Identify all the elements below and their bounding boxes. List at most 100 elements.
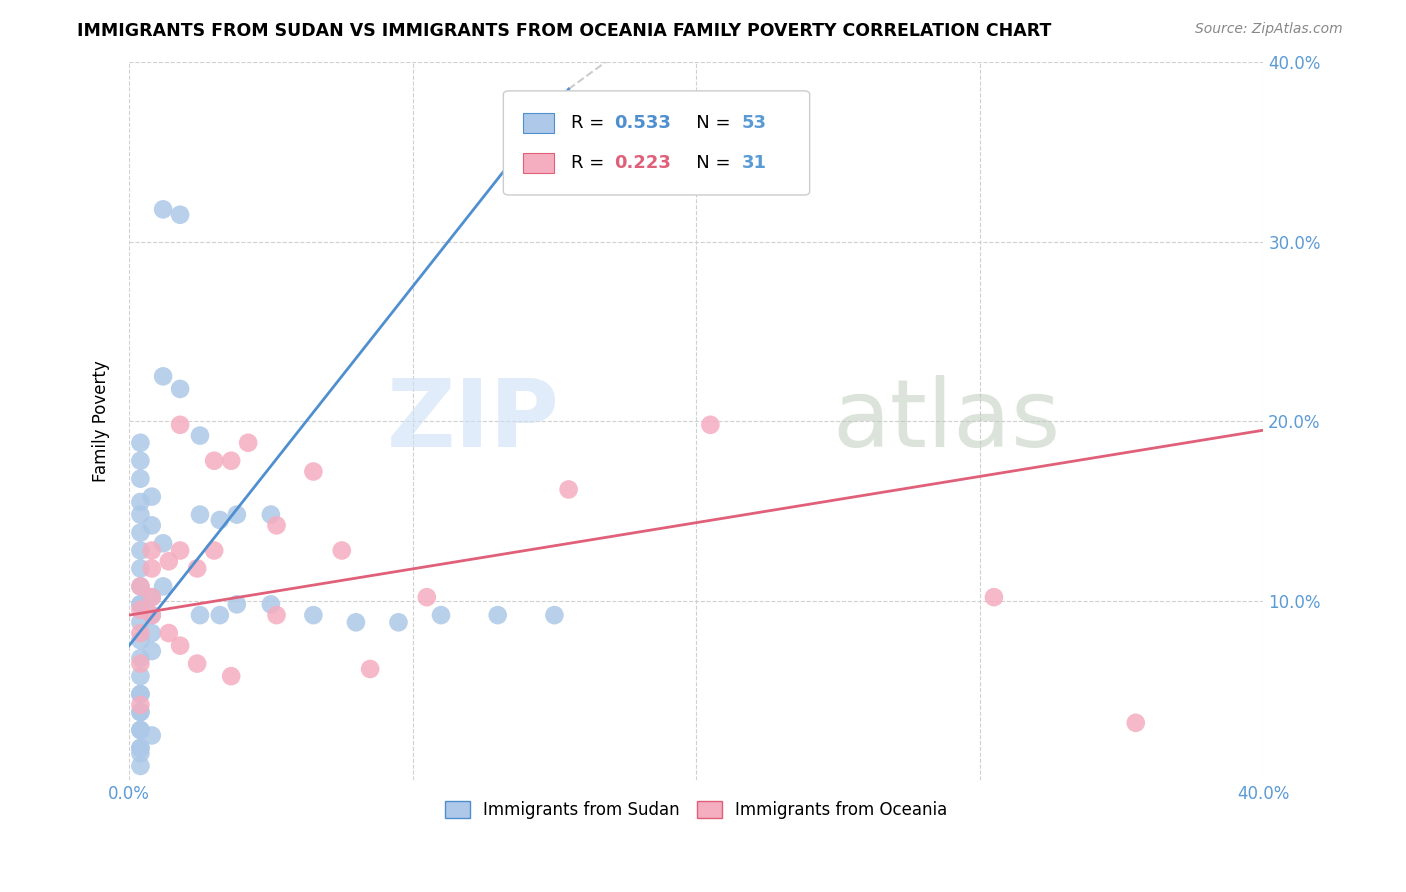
Point — [129, 454, 152, 468]
Point — [266, 518, 288, 533]
Point — [557, 483, 579, 497]
Point — [141, 608, 163, 623]
Point — [129, 698, 152, 712]
Point — [129, 495, 152, 509]
Point — [543, 608, 565, 623]
Point — [141, 644, 163, 658]
Point — [983, 590, 1005, 604]
Point — [699, 417, 721, 432]
Bar — [523, 153, 554, 173]
Point — [152, 202, 174, 217]
Point — [129, 687, 152, 701]
Point — [266, 608, 288, 623]
Point — [260, 598, 283, 612]
Point — [186, 657, 208, 671]
Point — [129, 472, 152, 486]
Text: Source: ZipAtlas.com: Source: ZipAtlas.com — [1195, 22, 1343, 37]
Bar — [523, 113, 554, 133]
Point — [1125, 715, 1147, 730]
Point — [188, 428, 211, 442]
Point — [129, 705, 152, 719]
Point — [188, 608, 211, 623]
Point — [129, 657, 152, 671]
Point — [141, 590, 163, 604]
Point — [129, 615, 152, 630]
Point — [359, 662, 381, 676]
Y-axis label: Family Poverty: Family Poverty — [93, 360, 110, 482]
Point — [219, 454, 242, 468]
Point — [129, 598, 152, 612]
Point — [129, 747, 152, 761]
Point — [129, 543, 152, 558]
Text: ZIP: ZIP — [387, 376, 560, 467]
Point — [260, 508, 283, 522]
Point — [225, 598, 247, 612]
Point — [238, 435, 260, 450]
Text: 31: 31 — [741, 153, 766, 171]
Point — [169, 417, 191, 432]
Point — [129, 705, 152, 719]
FancyBboxPatch shape — [503, 91, 810, 195]
Point — [225, 508, 247, 522]
Text: 0.533: 0.533 — [614, 114, 672, 132]
Point — [129, 435, 152, 450]
Point — [169, 208, 191, 222]
Point — [129, 759, 152, 773]
Point — [141, 518, 163, 533]
Point — [129, 669, 152, 683]
Text: atlas: atlas — [832, 376, 1060, 467]
Point — [157, 554, 180, 568]
Point — [208, 513, 231, 527]
Point — [302, 608, 325, 623]
Point — [129, 687, 152, 701]
Point — [129, 561, 152, 575]
Point — [387, 615, 409, 630]
Point — [208, 608, 231, 623]
Point — [129, 508, 152, 522]
Point — [141, 543, 163, 558]
Text: 53: 53 — [741, 114, 766, 132]
Legend: Immigrants from Sudan, Immigrants from Oceania: Immigrants from Sudan, Immigrants from O… — [439, 795, 955, 826]
Point — [186, 561, 208, 575]
Point — [152, 536, 174, 550]
Point — [157, 626, 180, 640]
Point — [430, 608, 453, 623]
Point — [141, 490, 163, 504]
Point — [141, 626, 163, 640]
Point — [219, 669, 242, 683]
Point — [486, 608, 509, 623]
Point — [344, 615, 367, 630]
Text: IMMIGRANTS FROM SUDAN VS IMMIGRANTS FROM OCEANIA FAMILY POVERTY CORRELATION CHAR: IMMIGRANTS FROM SUDAN VS IMMIGRANTS FROM… — [77, 22, 1052, 40]
Point — [129, 525, 152, 540]
Point — [202, 543, 225, 558]
Point — [129, 598, 152, 612]
Point — [129, 651, 152, 665]
Point — [141, 561, 163, 575]
Point — [129, 741, 152, 756]
Text: N =: N = — [679, 114, 737, 132]
Point — [129, 626, 152, 640]
Point — [141, 590, 163, 604]
Point — [129, 723, 152, 737]
Point — [152, 369, 174, 384]
Point — [129, 579, 152, 593]
Point — [129, 603, 152, 617]
Text: R =: R = — [571, 153, 610, 171]
Point — [169, 543, 191, 558]
Point — [169, 382, 191, 396]
Point — [169, 639, 191, 653]
Text: N =: N = — [679, 153, 737, 171]
Point — [416, 590, 439, 604]
Point — [188, 508, 211, 522]
Point — [302, 465, 325, 479]
Point — [129, 633, 152, 648]
Point — [129, 741, 152, 756]
Point — [152, 579, 174, 593]
Text: 0.223: 0.223 — [614, 153, 672, 171]
Point — [202, 454, 225, 468]
Point — [141, 608, 163, 623]
Point — [330, 543, 353, 558]
Text: R =: R = — [571, 114, 610, 132]
Point — [129, 579, 152, 593]
Point — [129, 723, 152, 737]
